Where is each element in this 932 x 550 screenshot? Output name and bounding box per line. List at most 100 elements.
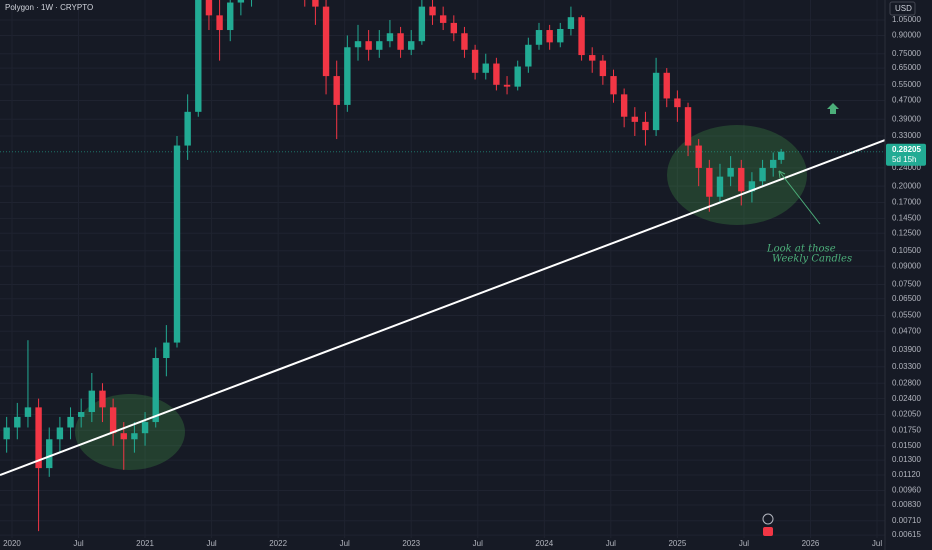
candle-body [3, 427, 10, 440]
candle-body [439, 15, 447, 23]
y-tick-label: 0.09000 [892, 261, 921, 270]
y-tick-label: 0.17000 [892, 198, 921, 207]
y-tick-label: 0.03300 [892, 362, 921, 371]
x-tick-label: 2024 [535, 539, 553, 548]
x-tick-label: Jul [206, 539, 216, 548]
candle-body [546, 30, 553, 43]
price-scale [885, 0, 932, 550]
candle-body [493, 63, 500, 85]
y-tick-label: 0.01300 [892, 455, 921, 464]
candle-body [418, 6, 426, 42]
x-tick-label: 2026 [802, 539, 820, 548]
candle-body [163, 342, 170, 359]
currency[interactable]: USD [895, 4, 912, 13]
y-tick-label: 0.55000 [892, 80, 921, 89]
candle-body [610, 76, 617, 95]
candle-body [77, 412, 85, 417]
candle-body [120, 433, 127, 440]
y-tick-label: 0.24000 [892, 163, 921, 172]
candle-body [567, 17, 575, 29]
last-price-box [886, 143, 926, 166]
candle-body [354, 41, 362, 48]
candle-body [14, 416, 21, 428]
x-tick-label: 2021 [136, 539, 154, 548]
trendline [0, 139, 885, 476]
candle-body [344, 47, 351, 105]
y-tick-label: 0.02050 [892, 410, 921, 419]
candle-body [141, 422, 149, 434]
candle-body [205, 0, 213, 16]
y-tick-label: 0.02800 [892, 378, 921, 387]
x-tick-label: 2020 [3, 539, 21, 548]
candle-body [227, 2, 234, 31]
chart-title: Polygon · 1W · CRYPTO [5, 3, 93, 12]
candle-body [333, 76, 340, 105]
event-icon[interactable] [763, 527, 773, 536]
candle-body [578, 17, 585, 56]
overlay [0, 139, 885, 476]
candle-body [131, 433, 138, 440]
event-icon[interactable] [762, 513, 774, 525]
y-tick-label: 0.07500 [892, 280, 921, 289]
x-tick-label: Jul [473, 539, 483, 548]
y-tick-label: 0.00960 [892, 486, 921, 495]
y-tick-label: 0.47000 [892, 96, 921, 105]
candle-body [599, 60, 607, 77]
countdown-label: 5d 15h [892, 155, 916, 164]
candles [3, 0, 785, 532]
y-tick-label: 0.14500 [892, 214, 921, 223]
candle-body [778, 151, 785, 160]
candle-body [620, 94, 628, 117]
candle-body [46, 439, 53, 469]
y-tick-label: 0.01500 [892, 441, 921, 450]
x-tick-label: Jul [340, 539, 350, 548]
y-tick-label: 0.39000 [892, 114, 921, 123]
y-tick-label: 0.90000 [892, 31, 921, 40]
candle-body [759, 167, 766, 182]
candle-body [450, 22, 458, 34]
candle-body [706, 167, 713, 197]
candle-body [56, 427, 64, 440]
y-tick-label: 0.10500 [892, 246, 921, 255]
x-tick-label: 2025 [668, 539, 686, 548]
y-tick-label: 0.00615 [892, 530, 921, 539]
up-arrow-icon [827, 103, 839, 114]
y-tick-label: 0.02400 [892, 394, 921, 403]
candle-body [173, 145, 181, 343]
candle-body [727, 167, 734, 177]
x-tick-label: Jul [739, 539, 749, 548]
candle-body [152, 358, 159, 423]
candle-body [88, 390, 96, 413]
x-tick-label: Jul [606, 539, 616, 548]
candle-body [322, 6, 330, 77]
candle-body [312, 0, 319, 7]
candle-body [35, 407, 42, 469]
y-tick-label: 0.33000 [892, 131, 921, 140]
y-tick-label: 0.12500 [892, 228, 921, 237]
candle-body [535, 30, 543, 45]
y-tick-label: 0.00830 [892, 500, 921, 509]
candle-body [216, 15, 223, 31]
candle-body [376, 41, 383, 50]
candle-body [184, 111, 191, 146]
candle-body [24, 407, 32, 417]
x-tick-label: 2023 [402, 539, 420, 548]
y-tick-label: 0.04700 [892, 326, 921, 335]
candle-body [471, 49, 479, 73]
highlight-ellipse [667, 125, 807, 225]
candle-body [663, 72, 670, 99]
x-tick-label: Jul [872, 539, 882, 548]
candle-body [674, 98, 681, 108]
candle-body [461, 33, 468, 50]
candle-body [408, 41, 415, 50]
x-tick-label: Jul [73, 539, 83, 548]
candle-body [503, 84, 511, 87]
currency-button[interactable] [889, 1, 916, 16]
candle-body [695, 145, 702, 168]
y-tick-label: 0.05500 [892, 311, 921, 320]
candle-body [482, 63, 489, 73]
y-tick-label: 0.00710 [892, 516, 921, 525]
candle-body [525, 44, 532, 67]
last-price-label: 0.28205 [892, 145, 921, 154]
